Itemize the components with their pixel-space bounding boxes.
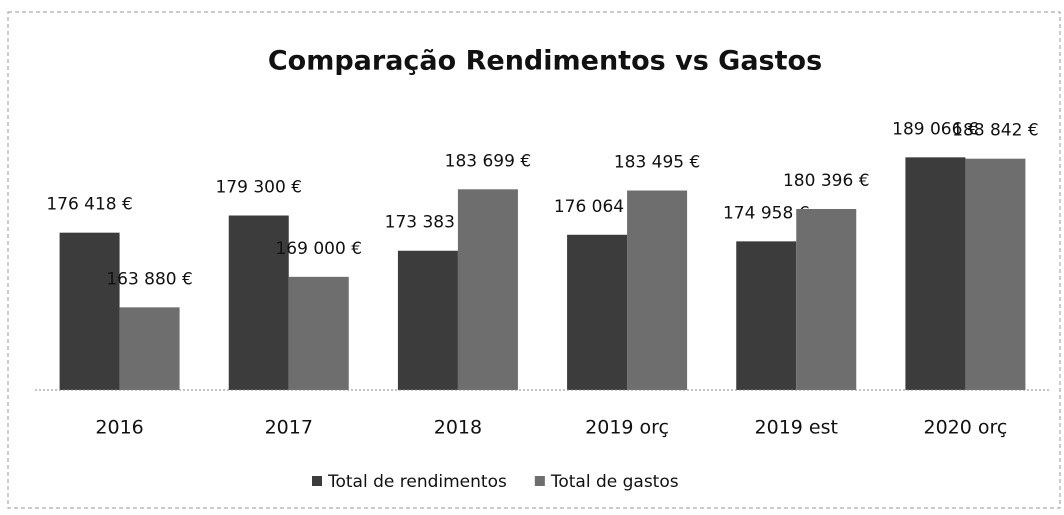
bar xyxy=(457,189,518,390)
bar xyxy=(228,215,289,390)
data-label: 174 958 € xyxy=(723,203,810,223)
data-label: 173 383 € xyxy=(385,213,472,233)
bar xyxy=(965,158,1026,390)
bar xyxy=(905,157,966,390)
data-label: 183 495 € xyxy=(614,153,701,173)
data-label: 180 396 € xyxy=(783,171,870,191)
legend-swatch xyxy=(312,476,322,486)
legend-swatch xyxy=(534,476,545,486)
x-tick-label: 2016 xyxy=(95,417,143,439)
chart-frame xyxy=(7,11,1061,509)
bar xyxy=(567,234,628,390)
x-tick-label: 2019 est xyxy=(755,417,838,439)
legend-label: Total de gastos xyxy=(550,472,679,492)
x-tick-label: 2017 xyxy=(265,417,313,439)
chart-title: Comparação Rendimentos vs Gastos xyxy=(268,46,822,77)
data-label: 179 300 € xyxy=(215,178,302,198)
bar xyxy=(119,307,180,390)
data-label: 176 418 € xyxy=(46,195,133,215)
data-label: 183 699 € xyxy=(445,151,532,171)
x-tick-label: 2020 orç xyxy=(923,417,1007,439)
bar xyxy=(397,250,458,390)
data-label: 188 842 € xyxy=(952,121,1039,141)
data-label: 163 880 € xyxy=(106,269,193,289)
bar xyxy=(736,241,797,390)
data-label: 189 066 € xyxy=(892,119,979,139)
x-tick-label: 2018 xyxy=(434,417,482,439)
data-label: 176 064 € xyxy=(554,197,641,217)
x-tick-label: 2019 orç xyxy=(585,417,669,439)
bar xyxy=(59,232,120,390)
legend-label: Total de rendimentos xyxy=(327,472,507,492)
bar xyxy=(796,208,857,390)
bar xyxy=(627,190,688,390)
data-label: 169 000 € xyxy=(275,239,362,259)
bar xyxy=(288,276,349,390)
